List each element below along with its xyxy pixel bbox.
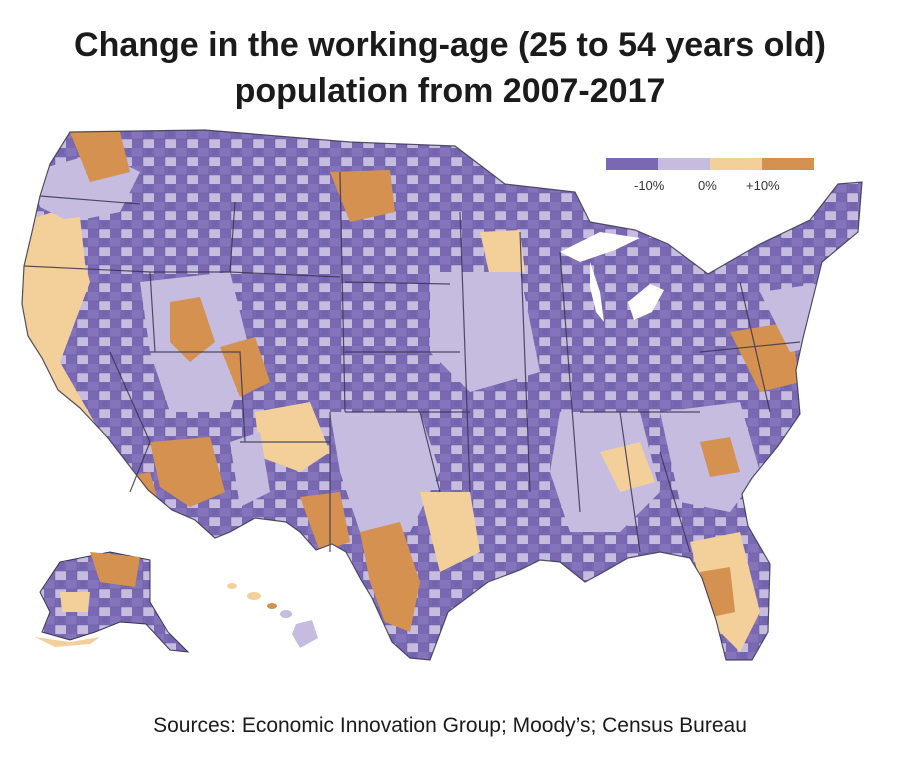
county-map bbox=[0, 112, 900, 687]
hawaii bbox=[227, 583, 318, 648]
legend-swatch-2 bbox=[658, 158, 710, 170]
legend-swatch-1 bbox=[606, 158, 658, 170]
legend-labels: -10% 0% +10% bbox=[606, 178, 816, 198]
alaska bbox=[35, 551, 190, 653]
title-line-1: Change in the working-age (25 to 54 year… bbox=[74, 26, 826, 64]
map-svg bbox=[21, 129, 863, 661]
legend-label-plus10: +10% bbox=[746, 178, 780, 193]
legend-label-zero: 0% bbox=[698, 178, 717, 193]
map-title: Change in the working-age (25 to 54 year… bbox=[0, 22, 900, 114]
legend-label-minus10: -10% bbox=[634, 178, 665, 193]
legend-swatch-3 bbox=[710, 158, 762, 170]
legend-color-bar bbox=[606, 158, 814, 170]
legend: -10% 0% +10% bbox=[606, 158, 816, 202]
contiguous-us bbox=[21, 129, 863, 661]
title-line-2: population from 2007-2017 bbox=[234, 72, 666, 110]
legend-swatch-4 bbox=[762, 158, 814, 170]
source-note: Sources: Economic Innovation Group; Mood… bbox=[153, 714, 747, 737]
